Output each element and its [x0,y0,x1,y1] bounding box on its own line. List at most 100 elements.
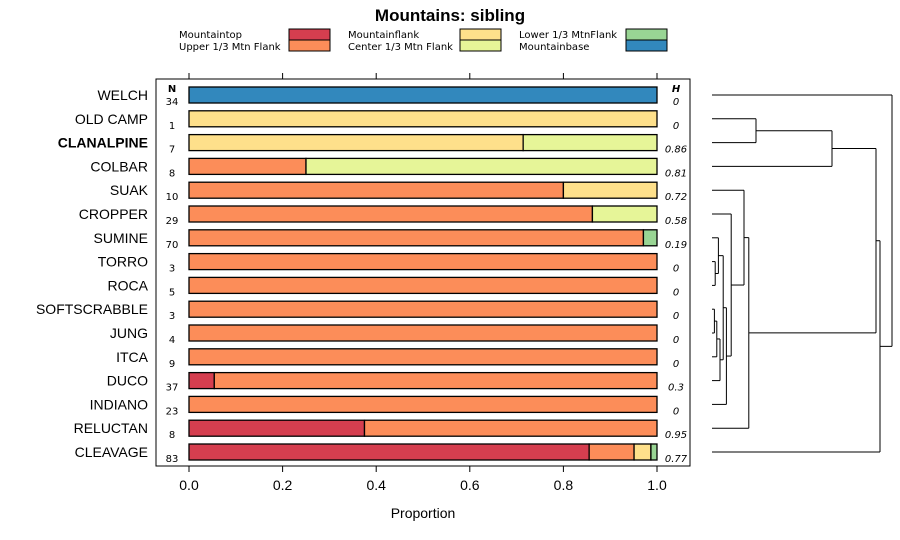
bar-segment-3-1 [188,157,307,176]
bar-segment-5-3 [591,205,658,223]
row-label-5: CROPPER [79,206,148,222]
row-h-4: 0.72 [665,192,687,203]
row-n-11: 9 [169,359,175,370]
row-n-15: 83 [166,454,179,465]
bar-segment-10-1 [188,324,658,342]
row-label-15: CLEAVAGE [75,444,148,460]
bar-segment-14-0 [188,419,366,437]
x-tick-label-1: 0.2 [273,477,293,493]
row-h-2: 0.86 [665,145,687,156]
row-label-14: RELUCTAN [74,420,148,436]
row-h-15: 0.77 [665,454,688,465]
bar-segment-6-1 [188,229,645,247]
bar-segment-15-2 [633,443,652,461]
bar-segment-0-5 [188,86,658,104]
legend-swatch-0 [288,28,331,41]
legend-swatch-2 [459,28,502,41]
row-n-8: 5 [169,287,175,298]
row-h-3: 0.81 [665,168,687,179]
plot-frame [155,78,691,467]
legend-swatch-4 [625,28,668,41]
row-label-4: SUAK [110,182,149,198]
bar-segment-6-4 [642,229,658,247]
bar-segment-15-0 [188,443,590,461]
x-tick-label-4: 0.8 [554,477,574,493]
row-label-8: ROCA [108,277,149,293]
bar-segment-2-2 [188,133,524,152]
bar-segment-1-2 [188,110,658,128]
row-n-1: 1 [169,121,175,132]
row-h-13: 0 [673,406,679,417]
row-h-8: 0 [673,287,679,298]
row-n-6: 70 [166,240,179,251]
row-h-7: 0 [673,264,679,275]
bar-segment-15-4 [650,443,658,461]
bar-segment-4-1 [188,181,565,199]
row-label-7: TORRO [98,254,148,270]
bar-segment-5-1 [188,205,594,223]
legend-label-4: Lower 1/3 MtnFlank [519,30,617,41]
x-axis: 0.0 0.2 0.4 0.6 0.8 1.0 [179,73,667,493]
row-label-0: WELCH [97,87,148,103]
bar-segment-12-1 [213,371,658,390]
row-n-13: 23 [166,406,179,417]
row-label-1: OLD CAMP [75,111,148,127]
bar-segment-15-1 [588,443,635,461]
row-label-9: SOFTSCRABBLE [36,301,148,317]
legend-swatch-1 [288,39,331,52]
row-n-12: 37 [166,383,179,394]
row-h-11: 0 [673,359,679,370]
bar-segment-13-1 [188,395,658,414]
row-n-4: 10 [166,192,179,203]
legend-label-3: Center 1/3 Mtn Flank [348,42,453,53]
row-label-6: SUMINE [94,230,148,246]
row-label-10: JUNG [110,325,148,341]
row-n-2: 7 [169,145,175,156]
bar-segment-8-1 [188,276,658,295]
row-h-5: 0.58 [665,216,687,227]
row-n-3: 8 [169,168,175,179]
x-tick-label-5: 1.0 [647,477,667,493]
row-label-3: COLBAR [90,158,148,174]
row-h-1: 0 [673,121,679,132]
legend-swatch-5 [625,39,668,52]
dendrogram [712,94,893,453]
bar-segment-3-3 [305,157,658,176]
bar-segment-9-1 [188,300,658,318]
x-axis-label: Proportion [391,505,456,521]
row-n-0: 34 [166,97,179,108]
row-h-9: 0 [673,311,679,322]
legend-label-1: Upper 1/3 Mtn Flank [179,42,281,53]
bar-segment-7-1 [188,252,658,271]
row-h-0: 0 [673,97,679,108]
row-n-10: 4 [169,335,175,346]
bar-segment-12-0 [188,371,215,390]
row-h-6: 0.19 [665,240,687,251]
row-h-14: 0.95 [665,430,687,441]
row-label-13: INDIANO [90,396,148,412]
row-n-14: 8 [169,430,175,441]
legend-label-0: Mountaintop [179,30,242,41]
x-tick-label-2: 0.4 [366,477,386,493]
row-h-12: 0.3 [668,383,684,394]
legend-label-5: Mountainbase [519,42,589,53]
legend-swatch-3 [459,39,502,52]
bar-segment-4-2 [562,181,658,199]
row-label-12: DUCO [107,373,148,389]
row-n-7: 3 [169,264,175,275]
bar-segment-14-1 [363,419,658,437]
chart-title: Mountains: sibling [375,6,525,25]
n-column-header: N [168,84,176,95]
bar-segment-11-1 [188,348,658,366]
h-column-header: H [672,84,681,95]
bar-segment-2-3 [522,133,658,152]
legend-label-2: Mountainflank [348,30,419,41]
row-h-10: 0 [673,335,679,346]
row-label-11: ITCA [116,349,149,365]
row-n-9: 3 [169,311,175,322]
row-n-5: 29 [166,216,179,227]
row-label-2: CLANALPINE [58,135,148,151]
